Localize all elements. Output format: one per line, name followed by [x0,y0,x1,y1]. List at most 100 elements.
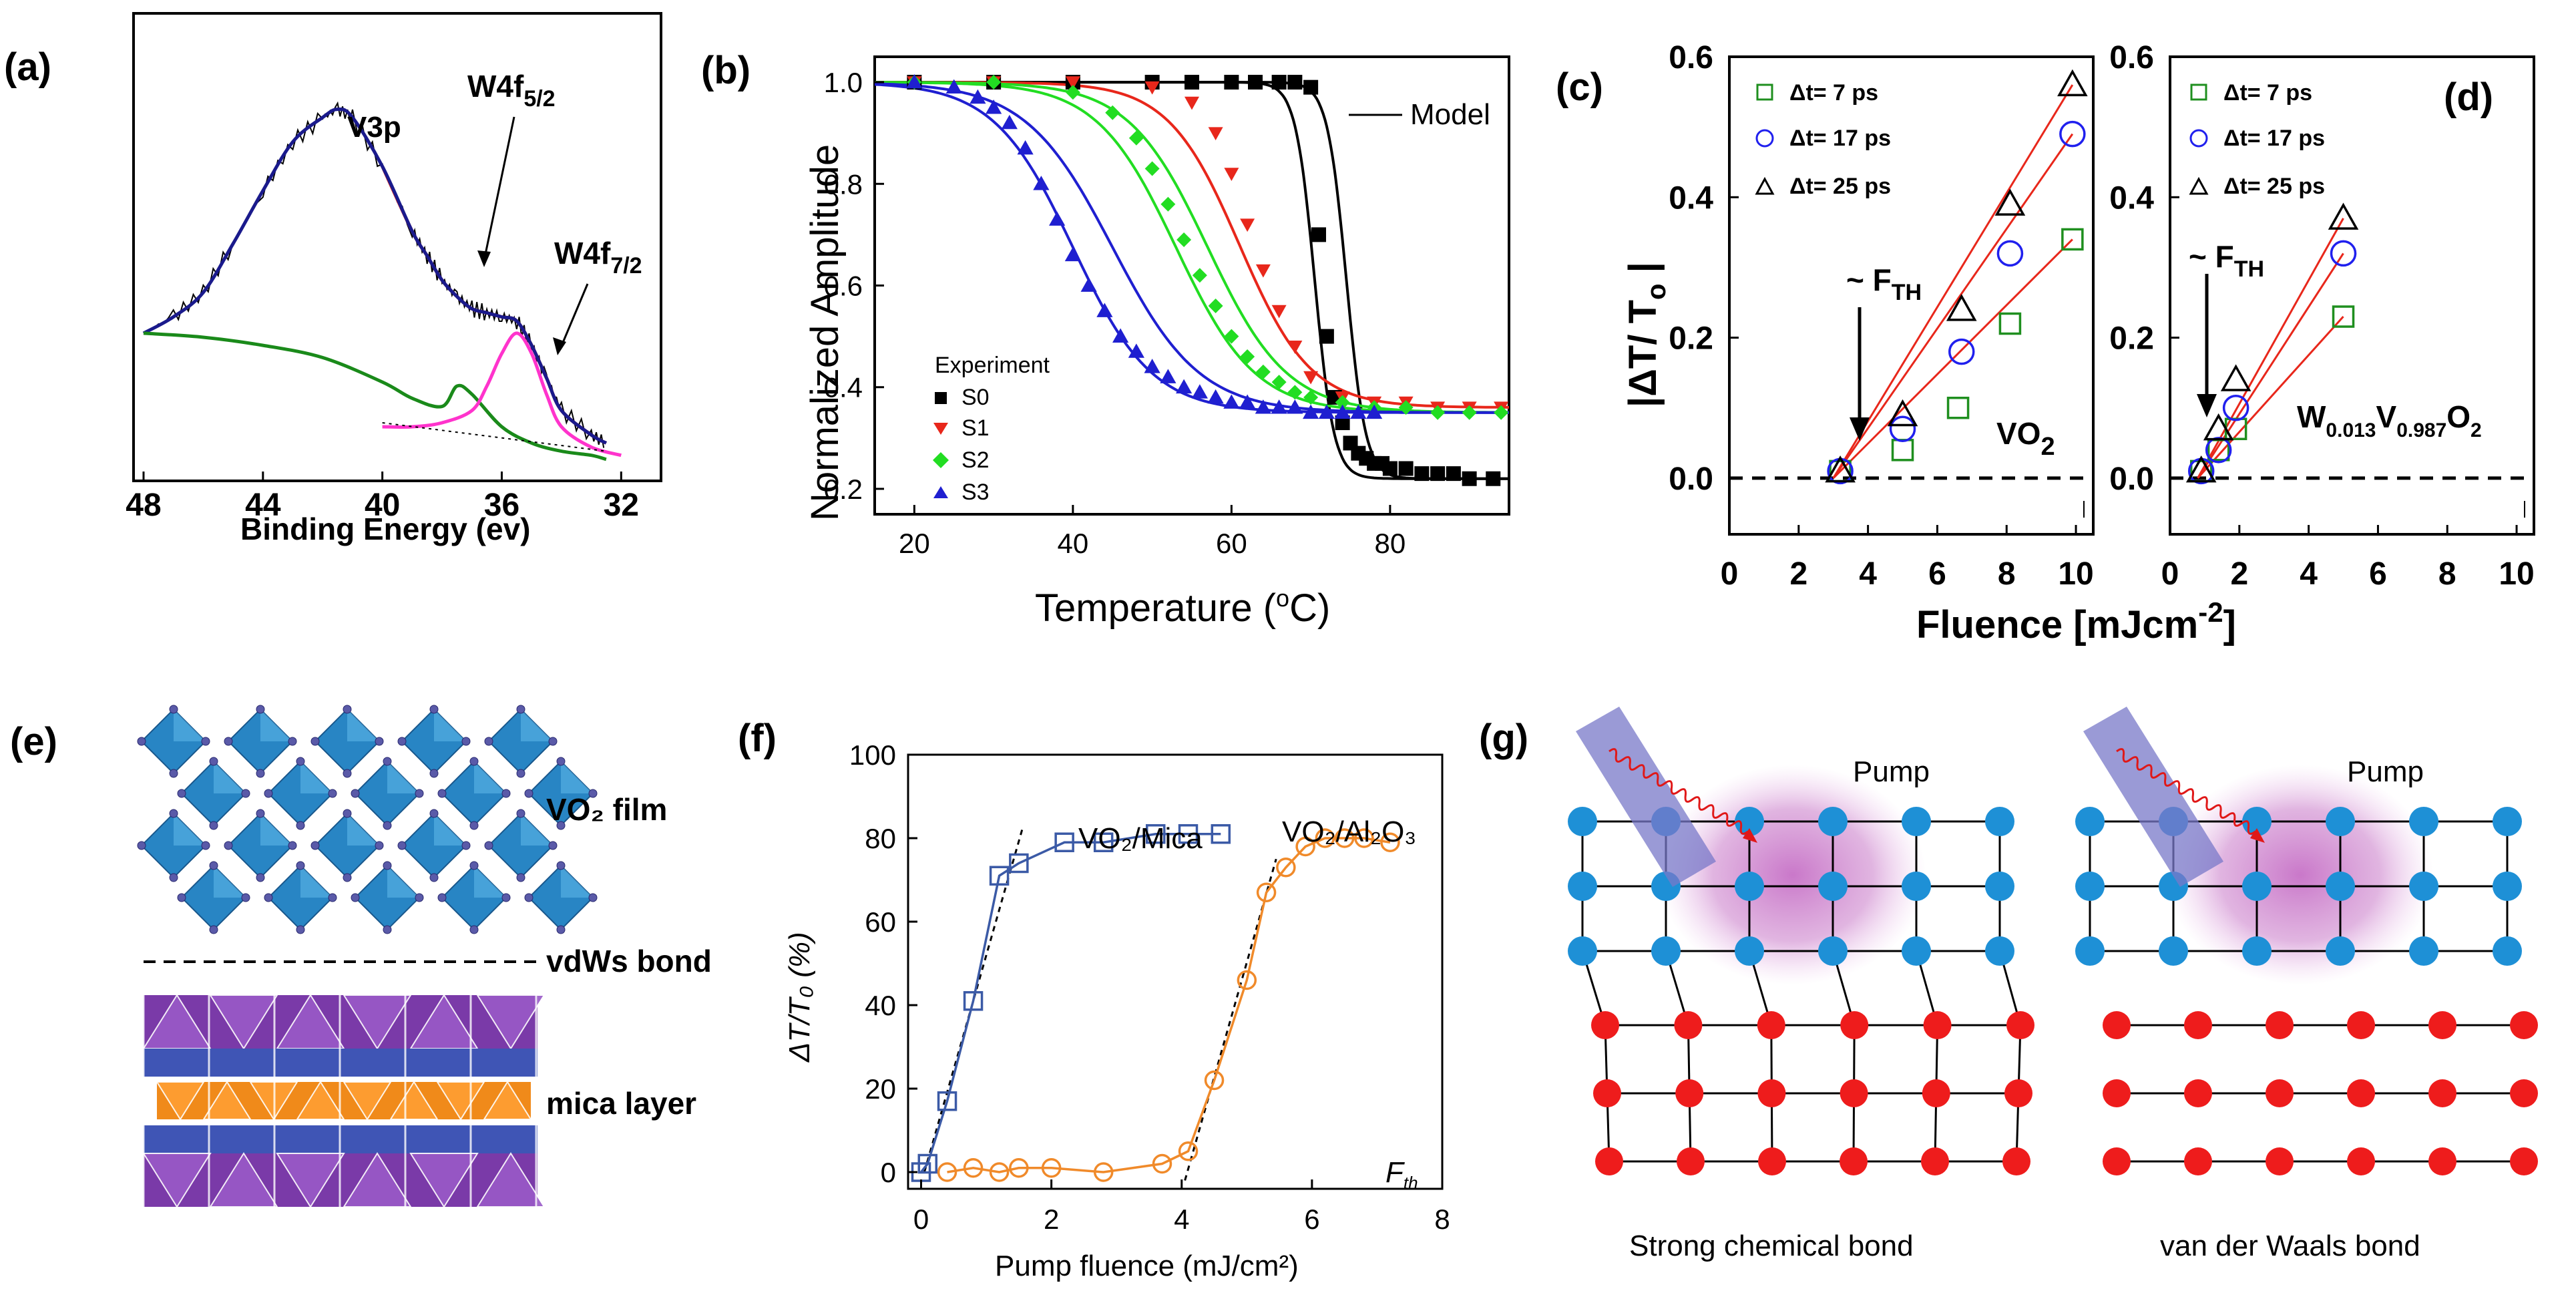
substrate-atom [2103,1011,2131,1039]
point-s0 [1319,329,1334,344]
pump-pulse-wave [1608,748,1749,835]
point-triangle [2203,413,2234,441]
oxygen-atom [256,705,265,714]
x-tick-label: 4 [2300,556,2318,592]
point-s2 [1398,400,1414,415]
substrate-atom [2184,1079,2212,1107]
vo2-atom [2075,807,2105,836]
point-s0 [1311,227,1326,242]
x-tick-label: 4 [1859,556,1877,592]
substrate-atom [1840,1011,1869,1039]
lattice-vdw-bond [2075,707,2538,1175]
panel-letter-f: (f) [738,717,777,760]
legend-b-marker-s0 [935,392,947,404]
point-s3 [945,79,962,94]
vo2-octahedron-facet [260,813,292,846]
pump-beam [1576,707,1716,887]
point-s2 [1176,232,1192,247]
oxygen-atom [169,769,178,778]
oxygen-atom [296,757,305,766]
point-s3 [1096,303,1113,317]
legend-c-17ps: Δt= 17 ps [1789,126,1891,151]
point-s2 [1224,329,1239,344]
legend-b-marker-s2 [933,452,949,468]
pump-label-left: Pump [1853,755,1930,788]
x-tick-label: 2 [2230,556,2248,592]
vo2-atom [2242,872,2272,901]
point-circle [1380,832,1400,852]
x-tick-label: 44 [245,488,281,523]
point-square [1093,832,1114,852]
point-s2 [1144,161,1160,176]
vo2-octahedron-facet [474,866,506,898]
panel-letter-e: (e) [10,720,57,763]
point-s2 [1271,375,1287,390]
oxygen-atom [397,737,407,746]
point-s3 [1176,379,1193,394]
oxygen-atom [556,821,566,830]
mica-orange-tetra [389,1081,439,1120]
legend-c-25ps: Δt= 25 ps [1789,174,1891,199]
vo2-octahedron-facet [174,813,206,846]
x-tick-label: 60 [1216,528,1247,559]
substrate-atom [2266,1147,2294,1175]
legend-b-title: Experiment [935,353,1050,378]
x-tick-label: 40 [365,488,400,523]
point-triangle [2220,364,2251,391]
oxygen-atom [296,925,305,934]
point-s0 [1398,461,1414,476]
substrate-atom [1922,1079,1950,1107]
point-circle [989,1162,1010,1182]
point-circle [2222,394,2249,421]
point-circle [1041,1158,1062,1178]
point-s3 [1064,246,1081,262]
substrate-atom [1840,1079,1868,1107]
label-v3p: V3p [347,111,401,144]
oxygen-atom [169,873,178,882]
vo2-octahedron-facet [474,761,506,793]
point-s2 [1128,130,1144,146]
mica-orange-tetra [296,1081,345,1120]
oxygen-atom [501,789,511,798]
oxygen-atom [429,873,439,882]
point-s2 [1303,389,1319,405]
mica-bottom-tetra [276,1153,345,1208]
substrate-atom [2103,1079,2131,1107]
oxygen-atom [343,769,352,778]
fit-line [2197,252,2344,479]
point-square [1145,824,1166,844]
mica-bottom-tetra [409,1153,479,1208]
point-square [963,991,984,1011]
series-line [920,833,1221,1173]
substrate-atom [1674,1011,1703,1039]
oxygen-atom [375,841,384,850]
substrate-atom [2510,1011,2538,1039]
substrate-atom [1675,1079,1704,1107]
oxygen-atom [556,925,566,934]
y-tick-label: 0 [881,1157,896,1188]
oxygen-atom [429,809,439,818]
point-circle [1256,882,1277,902]
point-s3 [1049,211,1066,226]
point-square [1054,832,1074,852]
point-circle [1889,415,1916,443]
fit-line [2197,316,2344,479]
arrowhead-w4f52 [477,250,491,267]
oxygen-atom [264,893,273,902]
pump-pulse-arrow [1743,828,1757,843]
vo2-atom [2075,872,2105,901]
crystal-structure [137,705,598,1209]
fth-arrowhead-d [2197,394,2217,417]
mica-orange-tetra [483,1081,532,1120]
vo2-octahedron-facet [260,709,292,741]
point-s3 [970,89,986,104]
legend-b-s1: S1 [961,415,990,441]
mica-top-tetra [343,994,412,1050]
oxygen-atom [296,861,305,870]
vo2-atom [1818,872,1848,901]
point-square [2061,228,2084,251]
series-line-1 [143,331,607,461]
point-circle [1237,970,1257,990]
